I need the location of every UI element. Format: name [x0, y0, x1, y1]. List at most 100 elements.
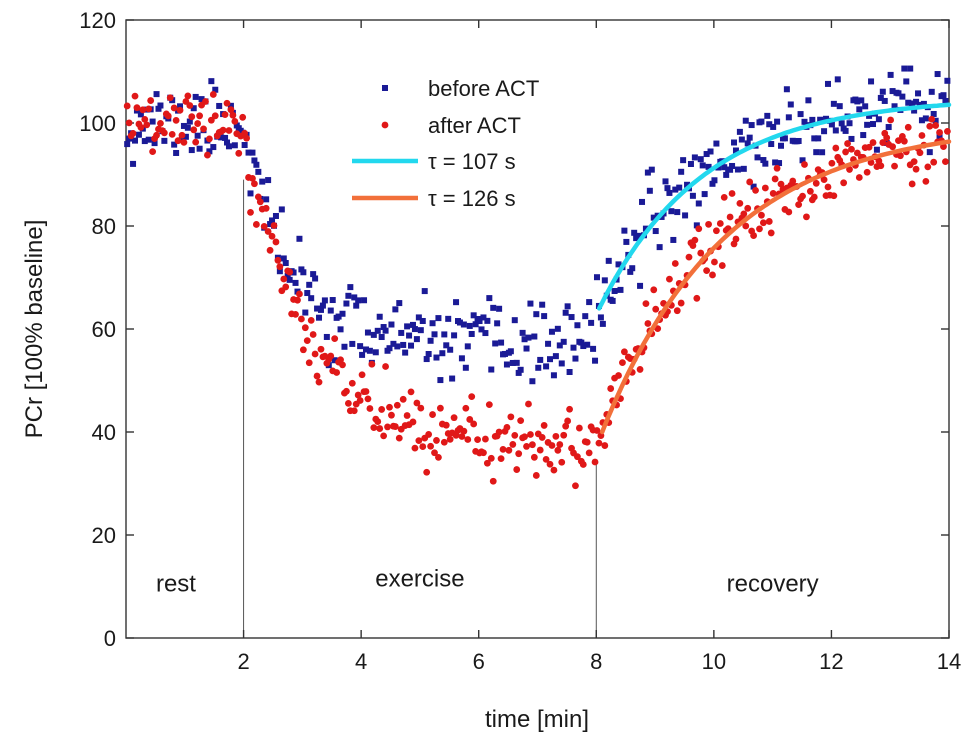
data-point	[164, 112, 172, 120]
data-point	[435, 315, 442, 322]
data-point	[746, 134, 753, 141]
data-point	[703, 267, 711, 274]
data-point	[729, 162, 736, 169]
data-point	[797, 111, 804, 118]
legend-item: τ = 126 s	[352, 186, 516, 211]
data-point	[858, 97, 865, 104]
x-tick-label: 12	[819, 649, 843, 674]
data-point	[591, 458, 599, 466]
data-point	[192, 93, 199, 100]
data-point	[415, 314, 422, 321]
data-point	[671, 260, 679, 267]
data-point	[758, 118, 765, 125]
data-point	[560, 431, 568, 439]
data-point	[769, 190, 777, 197]
data-point	[650, 286, 658, 294]
data-point	[828, 159, 836, 167]
data-point	[392, 306, 399, 313]
data-point	[648, 166, 655, 173]
data-point	[627, 268, 634, 275]
data-point	[272, 238, 280, 246]
data-point	[137, 124, 145, 131]
data-point	[378, 334, 385, 341]
data-point	[609, 297, 616, 304]
data-point	[593, 427, 601, 434]
data-point	[928, 88, 935, 95]
data-point	[303, 337, 311, 345]
data-point	[542, 455, 550, 463]
data-point	[801, 161, 808, 168]
data-point	[928, 115, 936, 123]
data-point	[787, 101, 794, 108]
data-point	[487, 454, 495, 462]
data-point	[934, 71, 941, 78]
data-point	[153, 91, 160, 98]
data-point	[770, 123, 777, 130]
data-point	[368, 360, 376, 368]
data-point	[129, 129, 137, 137]
data-point	[409, 418, 417, 426]
data-point	[588, 319, 595, 326]
data-point	[431, 449, 438, 457]
data-point	[781, 135, 788, 142]
data-point	[407, 388, 415, 396]
data-point	[362, 388, 370, 395]
data-point	[674, 209, 681, 216]
data-point	[509, 359, 516, 366]
data-point	[879, 139, 887, 146]
data-point	[225, 127, 233, 134]
data-point	[771, 175, 779, 183]
data-point	[680, 157, 687, 164]
data-point	[331, 335, 339, 343]
data-point	[601, 442, 609, 449]
data-point	[897, 152, 904, 160]
fit-line-layer	[596, 102, 952, 435]
data-point	[832, 144, 840, 152]
data-point	[920, 100, 927, 107]
data-point	[572, 355, 579, 362]
data-point	[315, 378, 323, 386]
data-point	[909, 100, 916, 107]
data-point	[417, 327, 424, 334]
data-point	[311, 350, 319, 358]
data-point	[308, 295, 315, 302]
data-point	[372, 349, 379, 356]
data-point	[429, 411, 436, 418]
data-point	[552, 353, 559, 360]
data-point	[411, 326, 418, 333]
data-point	[317, 306, 324, 313]
data-point	[249, 174, 256, 182]
y-tick-label: 80	[92, 214, 116, 239]
data-point	[772, 159, 779, 166]
data-point	[339, 310, 346, 317]
data-point	[184, 124, 191, 131]
data-point	[885, 124, 892, 131]
data-point	[558, 360, 565, 367]
data-point	[585, 449, 593, 457]
data-point	[229, 111, 237, 119]
data-point	[677, 299, 685, 307]
legend: before ACT after ACT τ = 107 s τ = 126 s	[352, 76, 539, 211]
data-point	[527, 431, 534, 438]
legend-marker-circle	[381, 121, 389, 129]
data-point	[425, 431, 433, 438]
data-point	[684, 181, 691, 188]
data-point	[403, 412, 411, 419]
data-point	[482, 435, 489, 443]
data-point	[548, 442, 556, 449]
data-point	[519, 329, 526, 336]
data-point	[253, 161, 260, 168]
legend-label: before ACT	[428, 76, 539, 101]
data-point	[280, 275, 288, 283]
data-point	[470, 312, 477, 319]
data-point	[411, 444, 419, 452]
data-point	[147, 97, 155, 104]
data-point	[509, 441, 517, 448]
data-point	[503, 361, 510, 368]
data-point	[255, 168, 262, 175]
data-point	[382, 363, 389, 370]
data-point	[319, 302, 326, 309]
data-point	[889, 143, 896, 151]
data-point	[676, 184, 683, 191]
data-point	[440, 438, 448, 446]
